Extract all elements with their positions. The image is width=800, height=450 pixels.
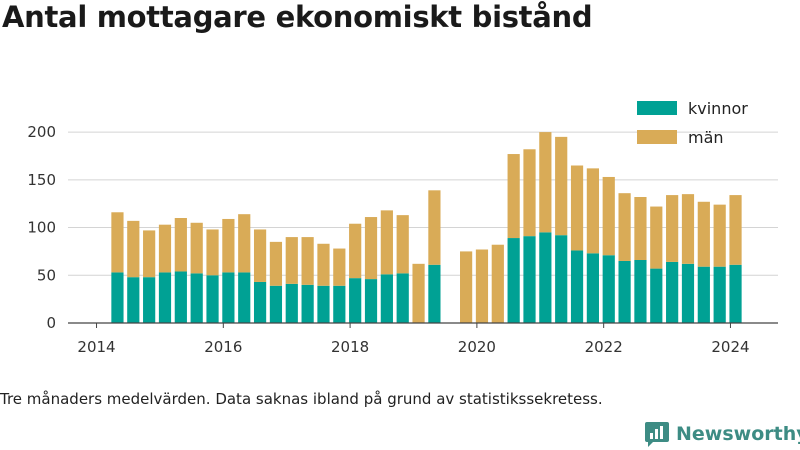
bar-kvinnor (349, 278, 362, 323)
bar-kvinnor (713, 266, 726, 323)
legend-swatch (637, 101, 677, 115)
bar-man (158, 224, 172, 273)
bar-man (586, 168, 599, 254)
bar-man (460, 251, 473, 323)
bar-kvinnor (428, 264, 441, 323)
bar-kvinnor (555, 235, 568, 323)
bar-kvinnor (206, 275, 219, 323)
bar-kvinnor (507, 238, 520, 323)
footnote: Tre månaders medelvärden. Data saknas ib… (0, 390, 603, 408)
bar-man (269, 241, 283, 286)
x-tick-label: 2014 (77, 338, 115, 356)
bar-man (253, 229, 267, 282)
x-tick-label: 2022 (585, 338, 623, 356)
brand-name: Newsworthy (676, 423, 800, 445)
bar-kvinnor (539, 232, 552, 323)
bar-kvinnor (253, 281, 267, 323)
bar-man (285, 237, 298, 284)
x-tick-label: 2020 (458, 338, 496, 356)
y-tick-label: 200 (27, 123, 56, 141)
bar-man (333, 248, 346, 286)
bar-man (238, 214, 251, 273)
bar-man (729, 195, 742, 265)
bar-man (697, 201, 710, 267)
bar-kvinnor (364, 279, 378, 323)
bar-kvinnor (317, 285, 330, 323)
bar-kvinnor (523, 236, 536, 323)
bar-man (475, 249, 489, 323)
y-tick-label: 0 (46, 314, 56, 332)
bar-man (539, 132, 552, 233)
legend-label: kvinnor (688, 99, 748, 118)
bar-man (317, 243, 330, 286)
bar-kvinnor (634, 260, 647, 323)
bar-kvinnor (396, 273, 409, 323)
y-tick-label: 50 (37, 266, 56, 284)
bar-man (412, 263, 425, 323)
bar-kvinnor (618, 260, 631, 323)
bar-man (301, 237, 314, 285)
bar-man (555, 136, 568, 236)
bar-groups (111, 132, 742, 323)
bar-man (491, 244, 504, 323)
bar-kvinnor (729, 264, 742, 323)
bar-man (618, 193, 631, 261)
bar-man (650, 206, 663, 269)
bar-man (523, 149, 536, 237)
y-tick-label: 100 (27, 219, 56, 237)
bar-kvinnor (269, 285, 283, 323)
bar-man (713, 204, 726, 267)
bar-man (380, 210, 393, 275)
axes: 0 50 100 150 200 2014 2016 2018 2020 2022 2024 (27, 123, 778, 356)
x-tick-label: 2016 (204, 338, 242, 356)
bar-kvinnor (127, 277, 140, 323)
bar-kvinnor (190, 273, 203, 323)
y-tick-label: 150 (27, 171, 56, 189)
bar-man (396, 215, 409, 274)
bar-man (127, 220, 140, 278)
bar-kvinnor (570, 250, 584, 323)
legend-swatch (637, 130, 677, 144)
x-tick-label: 2024 (711, 338, 749, 356)
bar-man (143, 230, 156, 278)
legend-label: män (688, 128, 724, 147)
bar-kvinnor (681, 263, 695, 323)
bar-man (349, 223, 362, 279)
bar-man (364, 217, 378, 280)
bar-kvinnor (602, 255, 615, 323)
brand-logo[interactable]: Newsworthy (644, 420, 800, 448)
bar-man (681, 194, 695, 264)
x-tick-label: 2018 (331, 338, 369, 356)
bar-kvinnor (333, 285, 346, 323)
bar-kvinnor (111, 272, 124, 323)
bar-kvinnor (650, 268, 663, 323)
bar-kvinnor (143, 277, 156, 323)
bar-man (666, 195, 679, 262)
legend: kvinnor män (637, 99, 748, 147)
bar-kvinnor (697, 266, 710, 323)
bar-man (570, 165, 584, 251)
bar-man (428, 190, 441, 265)
bar-kvinnor (586, 253, 599, 323)
bar-man (507, 154, 520, 239)
bar-man (190, 222, 203, 274)
newsworthy-logo-icon (645, 422, 669, 447)
bar-man (222, 218, 235, 273)
bar-kvinnor (285, 283, 298, 323)
bar-kvinnor (222, 272, 235, 323)
bar-kvinnor (158, 272, 172, 323)
bar-kvinnor (174, 271, 187, 323)
bar-kvinnor (301, 284, 314, 323)
bar-kvinnor (666, 261, 679, 323)
bar-man (602, 176, 615, 256)
bar-man (111, 212, 124, 273)
bar-man (634, 197, 647, 260)
bar-kvinnor (238, 272, 251, 323)
chart-title: Antal mottagare ekonomiskt bistånd (2, 0, 593, 34)
bar-man (206, 229, 219, 276)
bar-kvinnor (380, 274, 393, 323)
bar-man (174, 218, 187, 272)
